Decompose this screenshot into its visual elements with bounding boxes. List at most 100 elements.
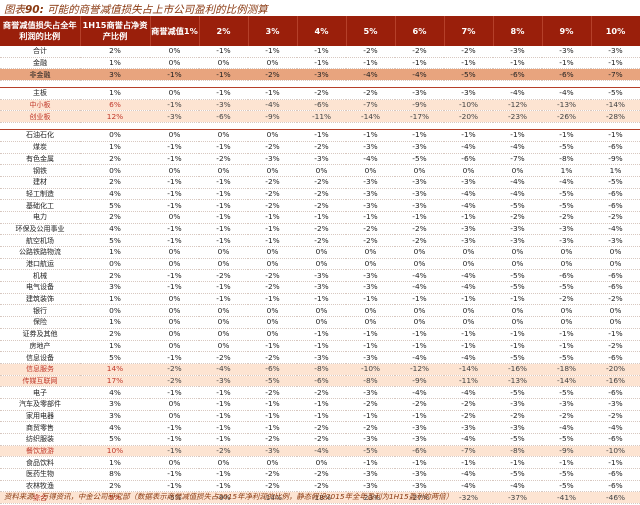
row-value-2: 0% <box>199 164 248 177</box>
row-goodwill-share: 5% <box>80 199 150 212</box>
row-value-3: -1% <box>248 293 297 306</box>
row-category: 环保及公用事业 <box>0 223 80 236</box>
row-value-5: -10% <box>346 363 395 376</box>
row-value-5: 0% <box>346 258 395 271</box>
row-value-1: -3% <box>150 110 199 124</box>
row-value-1: 0% <box>150 304 199 318</box>
row-value-9: -4% <box>542 87 591 100</box>
row-value-4: -1% <box>297 211 346 224</box>
row-goodwill-share: 2% <box>80 328 150 341</box>
row-value-5: -3% <box>346 141 395 154</box>
row-value-7: -1% <box>444 129 493 142</box>
row-goodwill-share: 2% <box>80 211 150 224</box>
row-value-3: 0% <box>248 246 297 259</box>
row-value-3: -1% <box>248 340 297 353</box>
row-goodwill-share: 1% <box>80 141 150 154</box>
table-row: 电子 4% -1% -1% -2% -2% -3% -4% -4% -5% -5% -6% <box>0 386 640 399</box>
row-value-1: 0% <box>150 328 199 341</box>
row-value-2: -1% <box>199 68 248 82</box>
row-value-5: -7% <box>346 99 395 112</box>
row-value-10: -1% <box>591 456 640 470</box>
row-value-8: -4% <box>493 188 542 201</box>
row-value-10: -6% <box>591 468 640 481</box>
row-value-2: -1% <box>199 386 248 399</box>
row-value-3: -1% <box>248 46 297 58</box>
row-value-1: -1% <box>150 480 199 493</box>
row-value-8: -1% <box>493 293 542 306</box>
row-value-1: -1% <box>150 281 199 294</box>
row-value-3: 0% <box>248 304 297 318</box>
figure-caption: 可能的商誉减值损失占上市公司盈利的比例测算 <box>47 4 268 16</box>
row-value-6: -2% <box>395 234 444 247</box>
row-category: 电气设备 <box>0 281 80 294</box>
row-value-1: 0% <box>150 293 199 306</box>
row-value-1: -2% <box>150 363 199 376</box>
row-value-2: -2% <box>199 153 248 166</box>
row-value-5: -1% <box>346 456 395 470</box>
row-value-8: -4% <box>493 141 542 154</box>
row-value-4: -1% <box>297 129 346 142</box>
row-value-8: -4% <box>493 176 542 189</box>
row-category: 传媒互联网 <box>0 375 80 388</box>
row-value-6: -2% <box>395 46 444 58</box>
row-value-4: -3% <box>297 281 346 294</box>
source-note: 资料来源：万得资讯，中金公司研究部（数据表示商誉减值损失占2015年净利润的比例… <box>4 492 453 501</box>
row-goodwill-share: 5% <box>80 351 150 364</box>
row-value-2: -2% <box>199 445 248 458</box>
row-value-5: -3% <box>346 176 395 189</box>
row-value-4: -2% <box>297 199 346 212</box>
row-goodwill-share: 5% <box>80 234 150 247</box>
row-value-4: -3% <box>297 351 346 364</box>
row-value-6: -1% <box>395 456 444 470</box>
row-value-6: -1% <box>395 293 444 306</box>
table-row: 餐饮旅游 10% -1% -2% -3% -4% -5% -6% -7% -8% -9% -10% <box>0 445 640 458</box>
row-value-2: -1% <box>199 468 248 481</box>
row-goodwill-share: 4% <box>80 386 150 399</box>
row-value-1: -1% <box>150 141 199 154</box>
row-value-1: -1% <box>150 199 199 212</box>
row-category: 中小板 <box>0 99 80 112</box>
row-value-4: 0% <box>297 164 346 177</box>
row-value-6: -12% <box>395 363 444 376</box>
row-value-7: -1% <box>444 57 493 70</box>
row-value-2: -3% <box>199 99 248 112</box>
row-category: 银行 <box>0 304 80 318</box>
row-goodwill-share: 6% <box>80 99 150 112</box>
row-value-6: -3% <box>395 141 444 154</box>
row-value-3: -5% <box>248 375 297 388</box>
row-value-9: -5% <box>542 468 591 481</box>
row-value-1: 0% <box>150 87 199 100</box>
row-value-10: -14% <box>591 99 640 112</box>
row-value-6: -5% <box>395 153 444 166</box>
row-value-9: -1% <box>542 328 591 341</box>
row-category: 公路铁路物流 <box>0 246 80 259</box>
row-goodwill-share: 17% <box>80 375 150 388</box>
row-value-6: -2% <box>395 398 444 411</box>
row-value-8: -37% <box>493 491 542 505</box>
row-value-7: -3% <box>444 176 493 189</box>
row-value-7: -4% <box>444 141 493 154</box>
row-value-3: -2% <box>248 468 297 481</box>
row-value-3: 0% <box>248 129 297 142</box>
row-goodwill-share: 4% <box>80 421 150 434</box>
row-category: 电子 <box>0 386 80 399</box>
row-value-7: -4% <box>444 386 493 399</box>
row-category: 证券及其他 <box>0 328 80 341</box>
row-value-8: -23% <box>493 110 542 124</box>
row-value-5: -1% <box>346 293 395 306</box>
row-category: 综合 <box>0 491 80 505</box>
row-value-10: -6% <box>591 199 640 212</box>
row-value-4: 0% <box>297 304 346 318</box>
row-value-6: -9% <box>395 375 444 388</box>
row-goodwill-share: 2% <box>80 269 150 283</box>
row-category: 石油石化 <box>0 129 80 142</box>
row-value-2: -1% <box>199 188 248 201</box>
row-value-8: -13% <box>493 375 542 388</box>
row-value-1: 0% <box>150 340 199 353</box>
row-value-7: -20% <box>444 110 493 124</box>
row-value-8: -1% <box>493 328 542 341</box>
row-category: 餐饮旅游 <box>0 445 80 458</box>
row-value-9: -3% <box>542 223 591 236</box>
row-value-4: -1% <box>297 340 346 353</box>
table-row: 综合 5% -5% -9% -14% -18% -23% -27% -32% -37% -41% -4… <box>0 491 640 505</box>
